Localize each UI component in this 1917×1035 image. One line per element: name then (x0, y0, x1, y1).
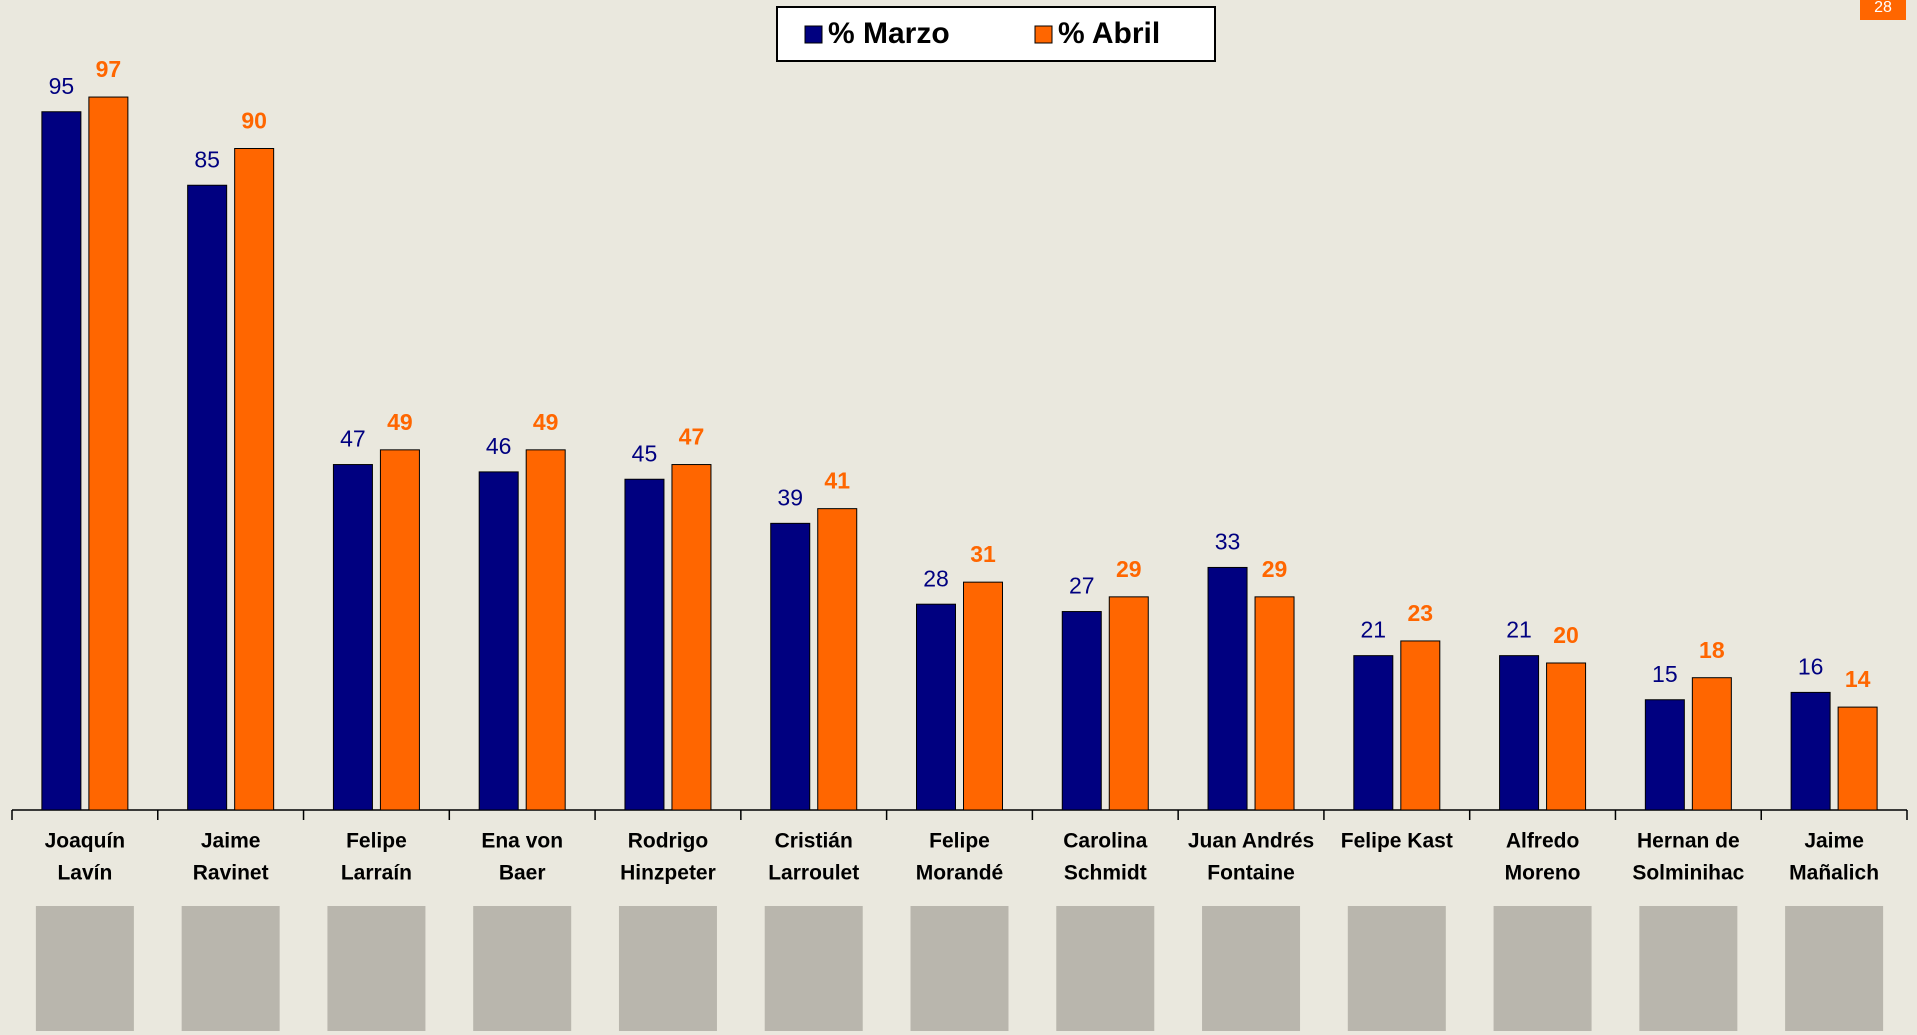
value-label: 31 (970, 541, 996, 567)
bar (817, 508, 858, 811)
bar (41, 111, 82, 811)
photo (1639, 906, 1738, 1031)
value-label: 95 (49, 73, 75, 99)
bar (1061, 611, 1102, 811)
x-tick-label: Rodrigo (628, 830, 708, 853)
value-label: 39 (777, 484, 803, 510)
x-tick-label: Joaquín (45, 830, 126, 853)
bar (88, 96, 129, 811)
legend-swatch (804, 25, 823, 44)
photo (181, 906, 280, 1031)
value-label: 15 (1652, 661, 1678, 687)
value-label: 18 (1699, 637, 1725, 663)
x-tick-label: Felipe (346, 830, 407, 853)
page-number-box (1860, 0, 1906, 20)
value-label: 21 (1361, 617, 1387, 643)
x-tick-label: Cristián (775, 830, 853, 853)
x-tick-label: Carolina (1063, 830, 1147, 853)
photo (1785, 906, 1884, 1031)
bar (671, 464, 712, 811)
legend-box (776, 6, 1216, 62)
photo (327, 906, 426, 1031)
x-tick-label: Larroulet (768, 862, 859, 885)
x-tick-label: Felipe (929, 830, 990, 853)
photo (618, 906, 717, 1031)
x-tick-label: Fontaine (1207, 862, 1295, 885)
bar (478, 471, 519, 811)
value-label: 41 (824, 468, 850, 494)
x-tick-label: Hinzpeter (620, 862, 716, 885)
bar (1499, 655, 1540, 811)
value-label: 33 (1215, 529, 1241, 555)
value-label: 14 (1845, 666, 1871, 692)
bar (1353, 655, 1394, 811)
bar (916, 603, 956, 811)
bar (332, 464, 373, 811)
x-tick-label: Ena von (481, 830, 563, 853)
x-tick-label: Solminihac (1632, 862, 1744, 885)
value-label: 47 (340, 426, 366, 452)
value-label: 28 (923, 565, 949, 591)
bar (234, 148, 275, 811)
value-label: 23 (1408, 600, 1434, 626)
bar (770, 522, 811, 811)
bar (1400, 640, 1441, 811)
bar (379, 449, 420, 811)
value-label: 27 (1069, 573, 1095, 599)
x-tick-label: Schmidt (1064, 862, 1147, 885)
bar (963, 581, 1003, 811)
x-tick-label: Larraín (341, 862, 412, 885)
x-tick-label: Lavín (57, 862, 112, 885)
x-tick-label: Morandé (916, 862, 1004, 885)
x-tick-label: Ravinet (193, 862, 269, 885)
x-tick-label: Mañalich (1789, 862, 1879, 885)
value-label: 21 (1506, 617, 1532, 643)
value-label: 49 (387, 409, 413, 435)
value-label: 47 (679, 424, 705, 450)
bar (1644, 699, 1685, 811)
value-label: 20 (1553, 622, 1579, 648)
photo (1202, 906, 1301, 1031)
legend-label: % Abril (1058, 17, 1160, 50)
value-label: 29 (1262, 556, 1288, 582)
bar (1108, 596, 1149, 811)
x-tick-label: Jaime (1804, 830, 1864, 853)
value-label: 45 (632, 440, 658, 466)
value-label: 90 (241, 108, 267, 134)
x-tick-label: Felipe Kast (1341, 830, 1453, 853)
x-tick-label: Moreno (1505, 862, 1581, 885)
bar (1691, 677, 1732, 811)
legend-swatch (1034, 25, 1053, 44)
bar (1546, 662, 1587, 811)
photo (764, 906, 863, 1031)
bar (187, 184, 228, 811)
photo (1056, 906, 1155, 1031)
bar (1837, 706, 1878, 811)
x-tick-label: Hernan de (1637, 830, 1740, 853)
value-label: 49 (533, 409, 559, 435)
x-tick-label: Baer (499, 862, 546, 885)
value-label: 29 (1116, 556, 1142, 582)
legend-label: % Marzo (828, 17, 950, 50)
x-tick-label: Alfredo (1506, 830, 1580, 853)
bar (1790, 691, 1831, 811)
x-tick-label: Juan Andrés (1188, 830, 1314, 853)
photo (473, 906, 572, 1031)
photo (1347, 906, 1446, 1031)
value-label: 85 (194, 146, 220, 172)
value-label: 16 (1798, 653, 1824, 679)
bar (1207, 566, 1248, 811)
x-tick-label: Jaime (201, 830, 261, 853)
bar (525, 449, 566, 811)
photo (910, 906, 1009, 1031)
photo (1493, 906, 1592, 1031)
value-label: 97 (96, 56, 122, 82)
photo (35, 906, 134, 1031)
page-number: 28 (1874, 0, 1892, 16)
bar (624, 478, 665, 811)
value-label: 46 (486, 433, 512, 459)
bar (1254, 596, 1295, 811)
